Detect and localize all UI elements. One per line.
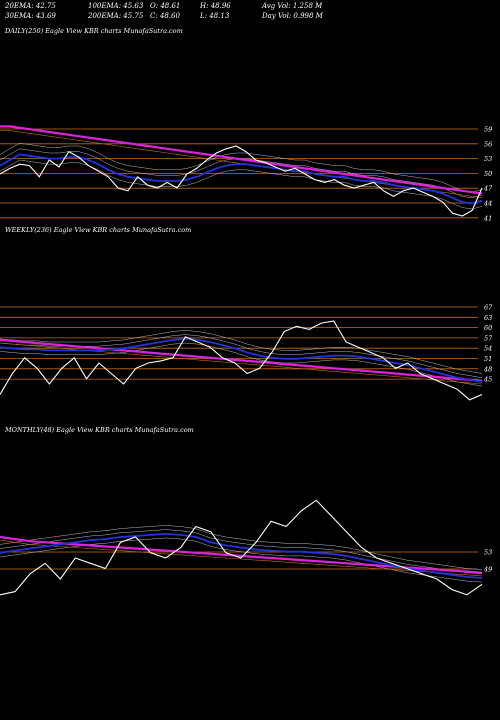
tick-label-2-0: 53 <box>484 549 492 557</box>
header-avg-vol: Avg Vol: 1.258 M <box>262 2 323 10</box>
tick-label-1-4: 54 <box>484 345 492 353</box>
ema-band-0-0 <box>0 159 483 210</box>
price-line-2 <box>0 499 483 596</box>
daily-panel-title: DAILY(250) Eagle View KBR charts MunafaS… <box>5 27 183 35</box>
tick-label-0-5: 44 <box>483 200 492 208</box>
tick-label-0-4: 47 <box>483 185 493 193</box>
ema-line-0 <box>0 153 483 205</box>
ema-line-2 <box>0 532 483 579</box>
ema-band-1-0 <box>0 342 483 387</box>
long-ema-band-2 <box>0 539 483 577</box>
header-200ema: 200EMA: 45.75 <box>88 12 144 20</box>
tick-label-0-3: 50 <box>484 170 492 178</box>
header-day-vol: Day Vol: 0.998 M <box>262 12 323 20</box>
long-ema-line-1 <box>0 338 483 382</box>
header-20ema: 20EMA: 42.75 <box>5 2 56 10</box>
ema-band-0-2 <box>0 142 483 193</box>
header-100ema: 100EMA: 45.63 <box>88 2 144 10</box>
tick-label-1-7: 45 <box>483 376 492 384</box>
long-ema-line-0 <box>0 125 483 195</box>
tick-label-0-2: 53 <box>484 155 492 163</box>
tick-label-1-1: 63 <box>484 314 492 322</box>
header-high: H: 48.96 <box>200 2 231 10</box>
tick-label-1-2: 60 <box>484 324 492 332</box>
tick-label-1-5: 51 <box>484 355 492 363</box>
price-line-0 <box>0 145 483 217</box>
ema-band-1-1 <box>0 334 483 378</box>
monthly-panel-title: MONTHLY(48) Eagle View KBR charts Munafa… <box>5 426 194 434</box>
weekly-panel-title: WEEKLY(236) Eagle View KBR charts Munafa… <box>5 226 192 234</box>
header-open: O: 48.61 <box>150 2 181 10</box>
tick-label-1-3: 57 <box>484 334 493 342</box>
tick-label-1-6: 48 <box>483 365 492 373</box>
header-30ema: 30EMA: 43.69 <box>5 12 56 20</box>
ema-band-1-2 <box>0 330 483 374</box>
tick-label-2-1: 49 <box>483 566 492 574</box>
ema-band-2-1 <box>0 529 483 575</box>
tick-label-0-1: 56 <box>484 140 492 148</box>
ema-line-1 <box>0 337 483 383</box>
tick-label-0-0: 59 <box>484 126 492 134</box>
header-low: L: 48.13 <box>200 12 230 20</box>
ema-band-2-2 <box>0 525 483 570</box>
header-close: C: 48.60 <box>150 12 180 20</box>
price-line-1 <box>0 320 483 401</box>
long-ema-band-1 <box>0 342 483 385</box>
tick-label-1-0: 67 <box>484 304 493 312</box>
tick-label-0-6: 41 <box>483 214 492 222</box>
